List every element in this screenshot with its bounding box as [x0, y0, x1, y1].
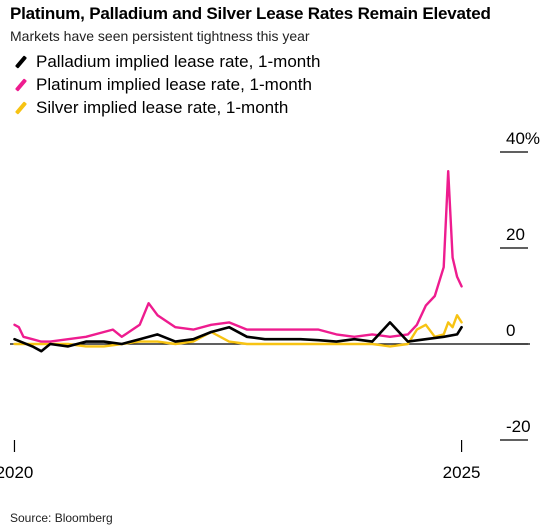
legend-label-platinum: Platinum implied lease rate, 1-month: [36, 74, 312, 94]
legend: Palladium implied lease rate, 1-month Pl…: [10, 50, 320, 119]
y-tick-label-2: 0: [506, 321, 515, 340]
chart-subtitle: Markets have seen persistent tightness t…: [10, 28, 310, 44]
y-tick-label-1: 20: [506, 225, 525, 244]
x-tick-label-1: 2025: [443, 463, 481, 482]
legend-item-palladium: Palladium implied lease rate, 1-month: [10, 50, 320, 73]
legend-label-palladium: Palladium implied lease rate, 1-month: [36, 51, 321, 71]
y-tick-label-0: 40%: [506, 129, 540, 148]
x-tick-label-0: 2020: [0, 463, 33, 482]
legend-label-silver: Silver implied lease rate, 1-month: [36, 97, 289, 117]
chart-title: Platinum, Palladium and Silver Lease Rat…: [10, 4, 491, 23]
legend-item-silver: Silver implied lease rate, 1-month: [10, 96, 320, 119]
source-note: Source: Bloomberg: [10, 511, 113, 525]
series-line-palladium: [13, 321, 463, 353]
y-tick-label-3: -20: [506, 417, 531, 436]
series-line-platinum: [13, 169, 463, 343]
legend-item-platinum: Platinum implied lease rate, 1-month: [10, 73, 320, 96]
